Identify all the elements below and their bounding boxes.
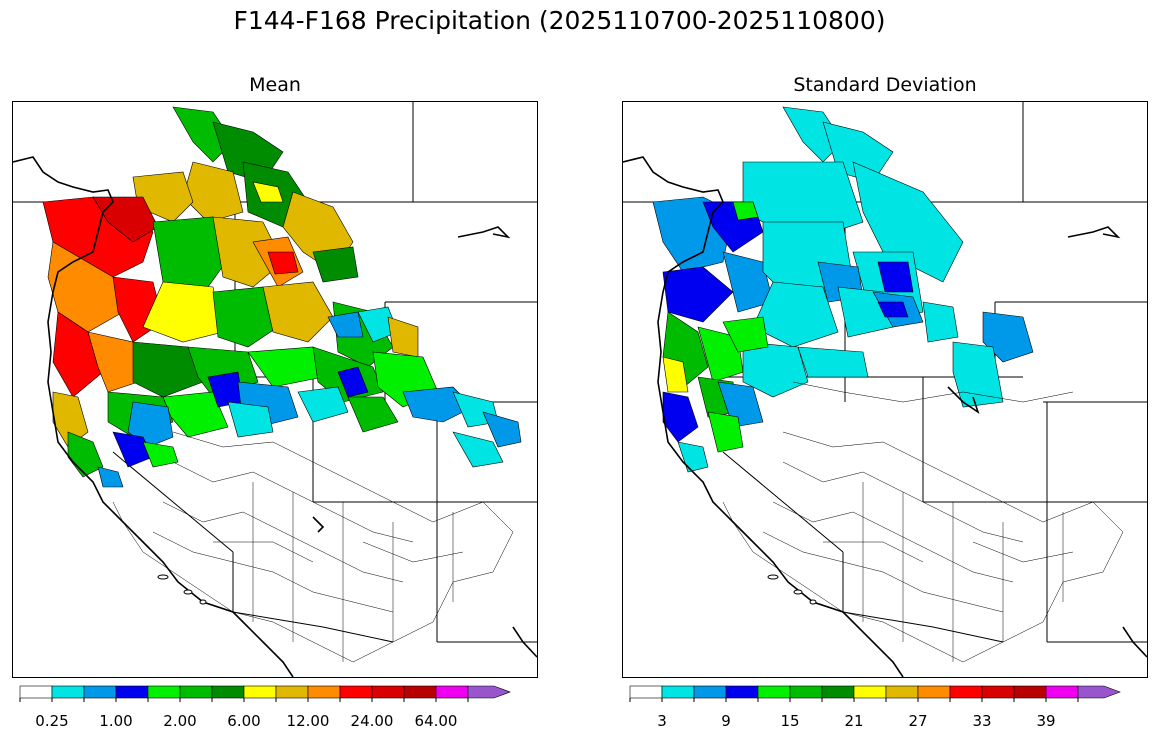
coastline — [13, 156, 537, 677]
mean-map-svg — [13, 102, 537, 677]
colorbar-bin — [435, 685, 469, 699]
colorbar-bin — [661, 685, 695, 699]
mean-panel-title: Mean — [249, 74, 301, 96]
colorbar-bin — [211, 685, 245, 699]
colorbar-bin — [853, 685, 887, 699]
colorbar-tick-label: 64.00 — [414, 712, 458, 730]
colorbar-bin — [1077, 685, 1121, 699]
colorbar-bin — [371, 685, 405, 699]
islands-std — [767, 574, 817, 605]
colorbar-bin — [19, 685, 53, 699]
std-colorbar — [629, 685, 1121, 702]
colorbar-bin — [885, 685, 919, 699]
colorbar-bin — [789, 685, 823, 699]
colorbar-tick-label: 15 — [780, 712, 800, 730]
colorbar-bin — [917, 685, 951, 699]
colorbar-bin — [83, 685, 117, 699]
colorbar-bin — [949, 685, 983, 699]
std-colorbar-bins — [629, 685, 1121, 702]
colorbar-bin — [115, 685, 149, 699]
colorbar-bin — [51, 685, 85, 699]
colorbar-bin — [757, 685, 791, 699]
figure-title: F144-F168 Precipitation (2025110700-2025… — [233, 6, 886, 35]
colorbar-bin — [467, 685, 511, 699]
colorbar-tick-label: 12.00 — [286, 712, 330, 730]
colorbar-bin — [275, 685, 309, 699]
colorbar-tick-label: 24.00 — [350, 712, 394, 730]
colorbar-tick-label: 1.00 — [99, 712, 133, 730]
colorbar-bin — [147, 685, 181, 699]
colorbar-tick-label: 0.25 — [35, 712, 69, 730]
colorbar-bin — [981, 685, 1015, 699]
islands — [157, 574, 207, 605]
colorbar-tick-label: 3 — [657, 712, 667, 730]
basin-outlines — [112, 431, 514, 663]
colorbar-tick-label: 39 — [1036, 712, 1056, 730]
std-basins — [652, 106, 1034, 473]
colorbar-bin — [403, 685, 437, 699]
colorbar-bin — [693, 685, 727, 699]
colorbar-bin — [307, 685, 341, 699]
coastline-std — [623, 156, 1147, 677]
colorbar-bin — [179, 685, 213, 699]
colorbar-bin — [1013, 685, 1047, 699]
colorbar-bin — [243, 685, 277, 699]
colorbar-tick-label: 9 — [721, 712, 731, 730]
colorbar-tick-label: 33 — [972, 712, 992, 730]
std-map — [622, 101, 1148, 678]
colorbar-bin — [339, 685, 373, 699]
colorbar-tick-label: 2.00 — [163, 712, 197, 730]
colorbar-tick-label: 27 — [908, 712, 928, 730]
colorbar-bin — [725, 685, 759, 699]
colorbar-tick-label: 21 — [844, 712, 864, 730]
mean-map — [12, 101, 538, 678]
colorbar-bin — [1045, 685, 1079, 699]
colorbar-bin — [821, 685, 855, 699]
mean-colorbar-bins — [19, 685, 511, 702]
std-map-svg — [623, 102, 1147, 677]
precip-basins — [42, 106, 522, 488]
colorbar-tick-label: 6.00 — [227, 712, 261, 730]
colorbar-bin — [629, 685, 663, 699]
std-panel-title: Standard Deviation — [793, 74, 977, 96]
mean-colorbar — [19, 685, 511, 702]
std-basin-outlines — [722, 381, 1124, 663]
